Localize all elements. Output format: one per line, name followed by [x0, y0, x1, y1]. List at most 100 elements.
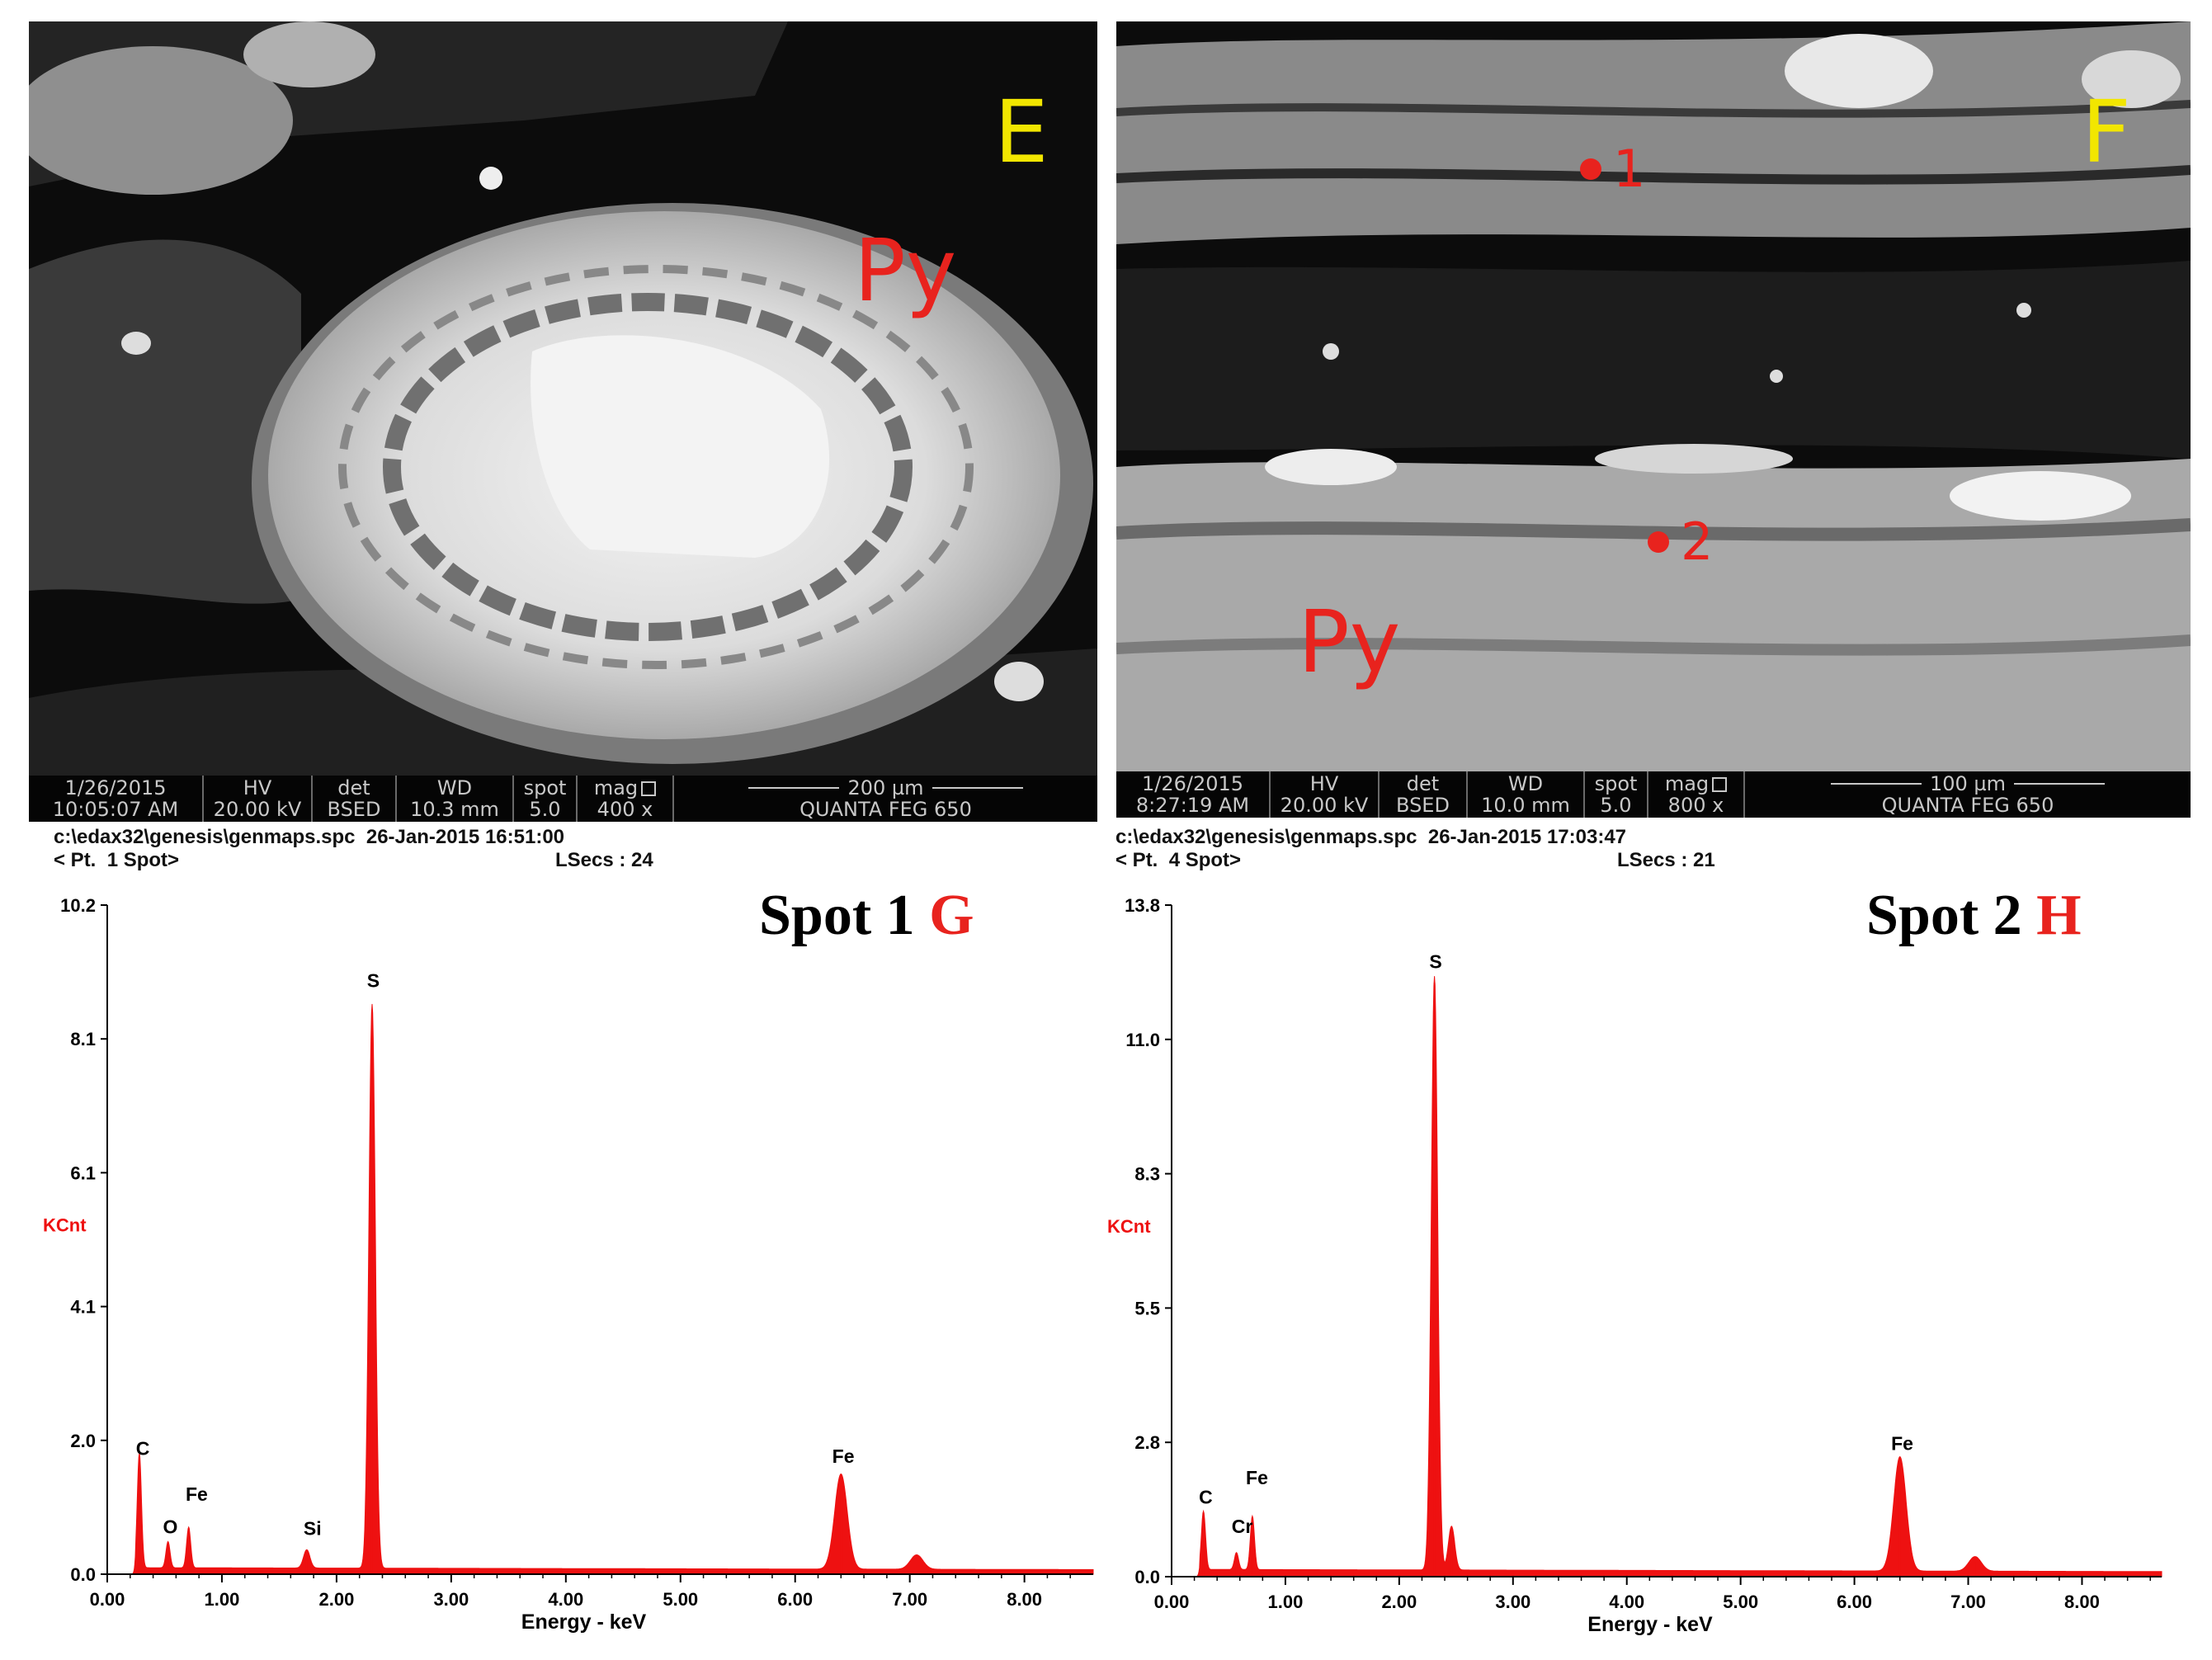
- databar-det: BSED: [1396, 794, 1450, 817]
- x-tick-label: 5.00: [663, 1589, 698, 1610]
- sem-databar-f: 1/26/2015 8:27:19 AM HV 20.00 kV det BSED W…: [1116, 771, 2191, 818]
- spectrum-point-g: < Pt. 1 Spot>: [54, 849, 180, 871]
- y-tick-label: 8.1: [70, 1029, 96, 1049]
- y-tick-label: 4.1: [70, 1297, 96, 1318]
- spot-marker-dot: [1580, 158, 1601, 180]
- peak-label: Fe: [832, 1445, 855, 1467]
- y-tick-label: 13.8: [1125, 895, 1160, 916]
- sem-databar-e: 1/26/2015 10:05:07 AM HV 20.00 kV det BSED …: [29, 776, 1097, 822]
- sem-image-e: E Py 1/26/2015 10:05:07 AM HV 20.00 kV det…: [29, 21, 1097, 822]
- eds-spectrum-g: 0.0 2.0 4.1 6.1 8.1 10.2 0.00 1.00 2.00 3.00 4.00 5…: [43, 895, 1094, 1634]
- peak-label: O: [163, 1516, 177, 1538]
- databar-time: 8:27:19 AM: [1135, 794, 1250, 817]
- x-tick-label: 4.00: [1609, 1592, 1644, 1612]
- peak-label: Fe: [1246, 1467, 1268, 1488]
- pyrite-label-e: Py: [854, 220, 957, 321]
- x-tick-label: 5.00: [1723, 1592, 1758, 1612]
- panel-letter-g: G: [929, 884, 974, 947]
- panel-letter-e: E: [994, 82, 1049, 182]
- y-axis-label: KCnt: [43, 1215, 87, 1236]
- spectrum-title-text: Spot 1: [759, 884, 915, 947]
- databar-det: BSED: [327, 798, 381, 821]
- x-tick-label: 1.00: [205, 1589, 240, 1610]
- y-tick-label: 5.5: [1134, 1298, 1160, 1318]
- spot-marker-2: 2: [1648, 516, 1713, 568]
- y-tick-label: 6.1: [70, 1162, 96, 1183]
- x-tick-label: 4.00: [548, 1589, 583, 1610]
- peak-label: C: [136, 1437, 150, 1459]
- databar-det-label: det: [1406, 772, 1440, 795]
- spectrum-area: [1194, 976, 2162, 1577]
- databar-hv-label: HV: [1309, 772, 1339, 795]
- spectrum-lsecs-h: LSecs : 21: [1617, 849, 1715, 871]
- x-tick-label: 7.00: [1950, 1592, 1986, 1612]
- peak-label: C: [1199, 1487, 1213, 1508]
- databar-det-label: det: [337, 776, 370, 799]
- sem-texture-f: [1116, 21, 2191, 771]
- peak-label: Fe: [1891, 1433, 1913, 1455]
- databar-spot: 5.0: [1600, 794, 1632, 817]
- x-tick-label: 8.00: [2064, 1592, 2100, 1612]
- mag-box-icon: [1712, 777, 1728, 792]
- databar-hv: 20.00 kV: [213, 798, 302, 821]
- x-tick-label: 6.00: [777, 1589, 813, 1610]
- sem-texture-e: [29, 21, 1097, 776]
- peak-label: Cr: [1232, 1516, 1253, 1537]
- databar-spot: 5.0: [529, 798, 561, 821]
- scale-bar-label: 100 µm: [1929, 772, 2007, 795]
- databar-time: 10:05:07 AM: [52, 798, 179, 821]
- spectrum-file-line-g: c:\edax32\genesis\genmaps.spc 26-Jan-201…: [54, 826, 565, 848]
- x-tick-label: 8.00: [1007, 1589, 1042, 1610]
- databar-instrument: QUANTA FEG 650: [799, 798, 972, 821]
- databar-hv-label: HV: [243, 776, 272, 799]
- eds-spectrum-h: 0.0 2.8 5.5 8.3 11.0 13.8 0.00 1.00 2.00 3.00 4.00…: [1107, 895, 2162, 1636]
- y-tick-label: 10.2: [60, 895, 96, 916]
- peak-label: Si: [304, 1517, 322, 1539]
- databar-wd-label: WD: [1507, 772, 1544, 795]
- spectrum-title-text: Spot 2: [1866, 884, 2022, 947]
- databar-wd: 10.0 mm: [1481, 794, 1570, 817]
- sem-image-f: F 1 2 Py 1/26/2015 8:27:19 AM HV 20.00 kV …: [1116, 21, 2191, 818]
- y-tick-label: 2.8: [1134, 1432, 1160, 1453]
- scale-bar: 200 µm: [748, 776, 1023, 799]
- panel-letter-h: H: [2036, 884, 2082, 947]
- databar-wd: 10.3 mm: [410, 798, 499, 821]
- y-axis-label: KCnt: [1107, 1216, 1151, 1237]
- x-tick-label: 2.00: [1381, 1592, 1417, 1612]
- panel-letter-f: F: [2082, 82, 2131, 182]
- x-tick-label: 3.00: [433, 1589, 469, 1610]
- x-axis-label: Energy - keV: [521, 1610, 647, 1634]
- spot-marker-number: 2: [1681, 512, 1714, 572]
- x-tick-label: 7.00: [892, 1589, 927, 1610]
- x-tick-label: 1.00: [1268, 1592, 1304, 1612]
- y-tick-label: 0.0: [70, 1564, 96, 1585]
- databar-date: 1/26/2015: [64, 776, 167, 799]
- pyrite-label-f: Py: [1298, 592, 1401, 692]
- scale-bar-label: 200 µm: [847, 776, 924, 799]
- x-tick-label: 3.00: [1495, 1592, 1530, 1612]
- databar-mag-label: mag: [1664, 772, 1710, 795]
- spectrum-title-g: Spot 1 G: [759, 887, 974, 945]
- spectrum-point-h: < Pt. 4 Spot>: [1115, 849, 1242, 871]
- databar-wd-label: WD: [436, 776, 473, 799]
- spot-marker-number: 1: [1613, 139, 1646, 199]
- databar-mag: 800 x: [1667, 794, 1724, 817]
- peak-label: Fe: [186, 1483, 208, 1505]
- x-axis-label: Energy - keV: [1587, 1613, 1713, 1636]
- spectrum-area: [130, 1003, 1094, 1575]
- databar-hv: 20.00 kV: [1280, 794, 1369, 817]
- y-tick-label: 0.0: [1134, 1567, 1160, 1587]
- spectrum-lsecs-g: LSecs : 24: [555, 849, 653, 871]
- spectrum-title-h: Spot 2 H: [1866, 887, 2082, 945]
- databar-instrument: QUANTA FEG 650: [1881, 794, 2054, 817]
- databar-spot-label: spot: [1594, 772, 1638, 795]
- databar-date: 1/26/2015: [1141, 772, 1244, 795]
- x-tick-label: 2.00: [318, 1589, 354, 1610]
- databar-mag-label: mag: [593, 776, 639, 799]
- x-tick-label: 0.00: [1154, 1592, 1190, 1612]
- scale-bar: 100 µm: [1830, 772, 2106, 795]
- mag-box-icon: [641, 781, 657, 796]
- y-tick-label: 11.0: [1125, 1030, 1160, 1050]
- x-tick-label: 0.00: [90, 1589, 125, 1610]
- x-tick-label: 6.00: [1837, 1592, 1872, 1612]
